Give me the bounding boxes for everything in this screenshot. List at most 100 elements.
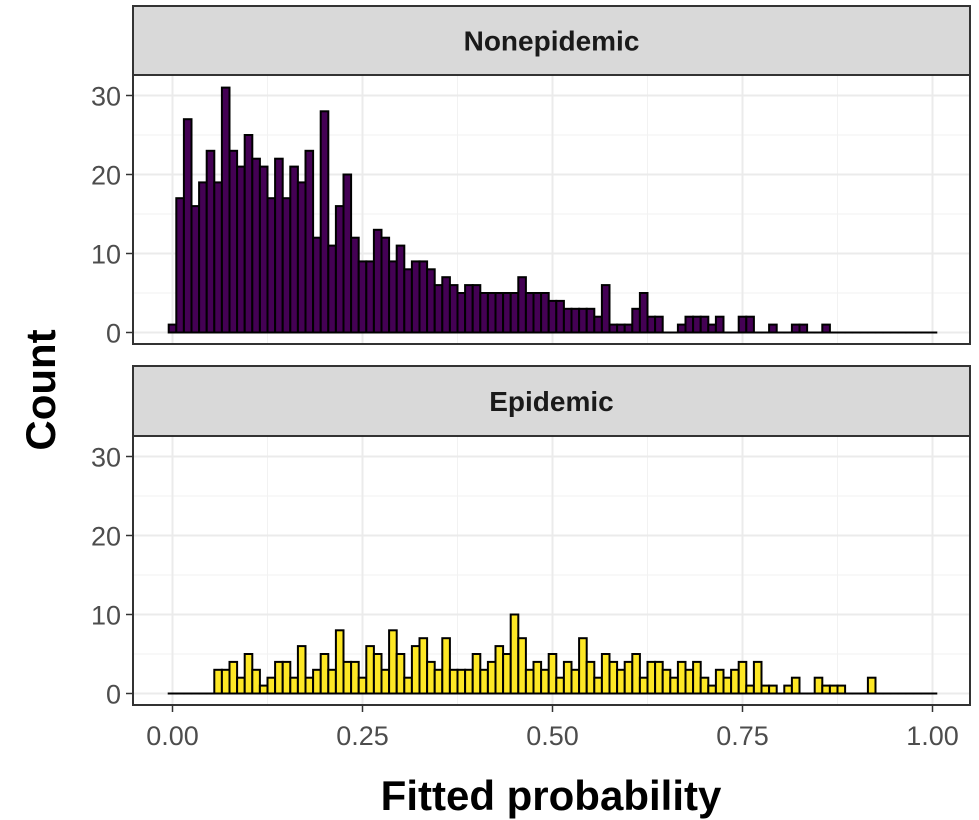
histogram-bar [220,86,231,334]
histogram-bar [547,653,558,695]
histogram-bar [616,668,626,695]
histogram-bar [464,284,474,334]
histogram-bar [745,684,755,695]
histogram-bar [471,653,482,695]
histogram-bar [707,684,717,695]
histogram-bar [213,668,223,695]
histogram-bar [236,676,246,695]
y-tick-label: 10 [91,601,121,631]
histogram-bar [555,676,565,695]
histogram-bar [631,307,641,334]
histogram-bar [699,315,710,334]
y-axis-title: Count [17,329,64,450]
histogram-bar [623,660,634,695]
histogram-bar [456,668,467,695]
histogram-bar [342,173,353,334]
y-tick-label: 0 [106,319,121,349]
histogram-bar [380,236,391,334]
histogram-bar [380,668,391,695]
histogram-bar [388,260,398,334]
histogram-bar [395,653,406,695]
histogram-bar [768,684,778,695]
histogram-bar [737,315,748,334]
histogram-bar [274,660,284,695]
histogram-bar [562,307,573,334]
histogram-bar [790,676,801,695]
histogram-bar [357,676,368,695]
histogram-bar [251,157,261,334]
y-tick-label: 0 [106,680,121,710]
bars [167,86,938,334]
histogram-bar [296,645,307,695]
histogram-bar [768,323,778,334]
histogram-bar [266,676,277,695]
histogram-bar [676,660,687,695]
histogram-bar [532,660,543,695]
histogram-bar [684,315,695,334]
bars [167,613,938,695]
histogram-bar [760,684,771,695]
panel-border [132,435,971,706]
histogram-bar [441,637,451,695]
histogram-bar [312,236,322,334]
histogram-bar [213,181,223,334]
histogram-bar [327,244,337,334]
histogram-bar [464,668,474,695]
histogram-bar [737,660,748,695]
histogram-bar [441,276,451,334]
histogram-bar [494,645,505,695]
facet-strip [132,5,971,76]
histogram-bar [334,629,345,695]
histogram-bar [638,676,649,695]
histogram-bar [365,260,375,334]
histogram-bar [502,653,512,695]
histogram-bar [281,197,292,334]
histogram-bar [236,165,246,334]
histogram-bar [433,284,444,334]
histogram-bar [623,323,634,334]
histogram-bar [524,292,535,334]
facet-strip [132,365,971,437]
histogram-bar [410,260,421,334]
histogram-bar [304,676,315,695]
histogram-bar [593,676,603,695]
histogram-bar [190,205,201,334]
histogram-bar [342,660,353,695]
x-axis: 0.00 0.25 0.50 0.75 1.00 [146,705,959,751]
histogram-bar [426,660,436,695]
histogram-bar [509,613,520,695]
panel-border [132,74,971,345]
histogram-bar [372,228,383,334]
histogram-bar [486,292,497,334]
facet-strip-label: Nonepidemic [464,26,640,57]
histogram-bar [433,668,444,695]
histogram-bar [258,165,269,334]
histogram-bar [570,307,581,334]
histogram-bar [578,637,588,695]
histogram-bar [692,660,702,695]
histogram-bar [654,315,664,334]
histogram-bar [752,660,763,695]
histogram-bar [600,653,611,695]
x-tick-label: 0.25 [336,721,389,751]
histogram-bar [638,292,649,334]
histogram-bar [395,244,406,334]
histogram-bar [403,676,413,695]
y-tick-label: 20 [91,522,121,552]
histogram-bar [540,292,550,334]
histogram-bar [418,260,429,334]
histogram-bar [479,668,489,695]
histogram-bar [418,637,429,695]
histogram-bar [258,684,269,695]
histogram-bar [205,149,216,334]
histogram-bar [243,653,254,695]
histogram-bar [182,118,193,334]
histogram-bar [616,323,626,334]
x-tick-label: 0.75 [716,721,769,751]
histogram-bar [350,660,360,695]
histogram-bar [722,676,733,695]
facet-strip-label: Epidemic [489,386,613,417]
histogram-bar [730,668,740,695]
y-tick-label: 30 [91,82,121,112]
